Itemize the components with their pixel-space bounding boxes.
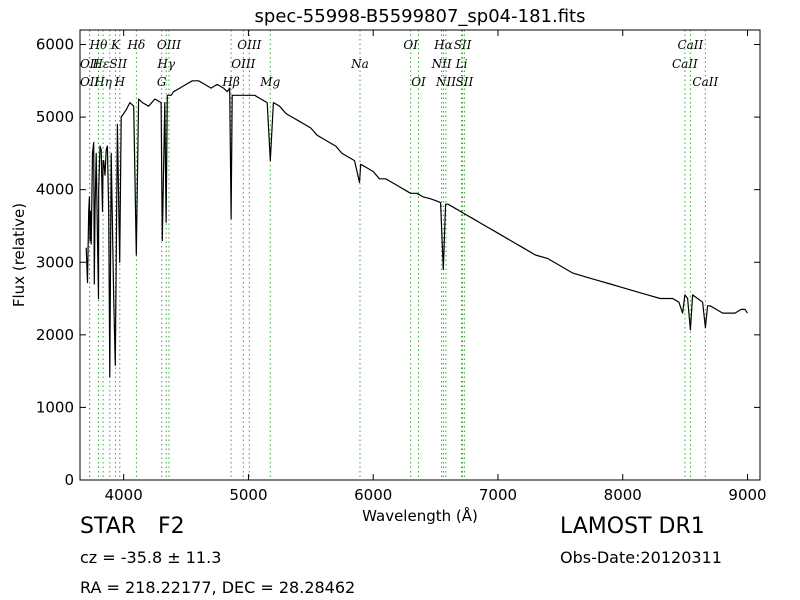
y-tick-label: 0 [64,471,74,489]
spectral-line-label: OIII [231,57,255,71]
survey-name: LAMOST DR1 [560,514,705,539]
object-subclass: F2 [158,514,185,539]
spectrum-line [85,80,748,378]
ra-dec-coordinates: RA = 218.22177, DEC = 28.28462 [80,578,356,597]
y-tick-label: 2000 [36,326,74,344]
x-tick-label: 4000 [105,486,143,504]
spectral-line-label: OII [80,57,100,71]
spectral-line-label: NII [435,75,456,89]
spectral-line-label: Hγ [156,57,175,71]
spectral-line-label: Na [350,57,369,71]
chart-title: spec-55998-B5599807_sp04-181.fits [255,6,586,27]
y-tick-label: 6000 [36,36,74,54]
spectral-line-label: Hθ [89,38,108,52]
redshift-cz: cz = -35.8 ± 11.3 [80,548,222,567]
x-tick-label: 9000 [728,486,766,504]
spectral-line-label: H [114,75,126,89]
spectral-line-label: Hβ [221,75,239,89]
spectral-line-label: Hη [93,75,112,89]
x-axis-label: Wavelength (Å) [362,506,478,525]
y-axis-label: Flux (relative) [10,203,28,307]
spectral-line-label: HεSII [92,57,128,71]
x-tick-label: 7000 [479,486,517,504]
x-tick-label: 5000 [229,486,267,504]
spectral-line-label: OIII [237,38,261,52]
spectral-line-label: Hδ [127,38,146,52]
spectral-line-label: Mg [259,75,280,89]
x-tick-label: 8000 [604,486,642,504]
spectral-line-label: Hα [433,38,453,52]
spectral-line-label: Li [455,57,468,71]
spectral-line-label: SII [454,38,472,52]
spectral-line-label: OI [403,38,418,52]
y-tick-label: 3000 [36,253,74,271]
spectral-line-label: CaII [672,57,698,71]
y-tick-label: 1000 [36,398,74,416]
spectral-line-label: OII [80,75,100,89]
spectral-line-label: SII [456,75,474,89]
y-tick-label: 5000 [36,108,74,126]
y-tick-label: 4000 [36,181,74,199]
observation-date: Obs-Date:20120311 [560,548,722,567]
spectral-line-label: OI [411,75,426,89]
spectral-line-label: NII [431,57,452,71]
spectral-line-label: CaII [677,38,703,52]
spectral-line-label: CaII [692,75,718,89]
x-tick-label: 6000 [354,486,392,504]
spectral-line-label: K [110,38,121,52]
spectral-line-label: G [157,75,167,89]
plot-frame [79,29,761,481]
object-class: STAR [80,514,137,539]
spectral-line-label: OIII [157,38,181,52]
